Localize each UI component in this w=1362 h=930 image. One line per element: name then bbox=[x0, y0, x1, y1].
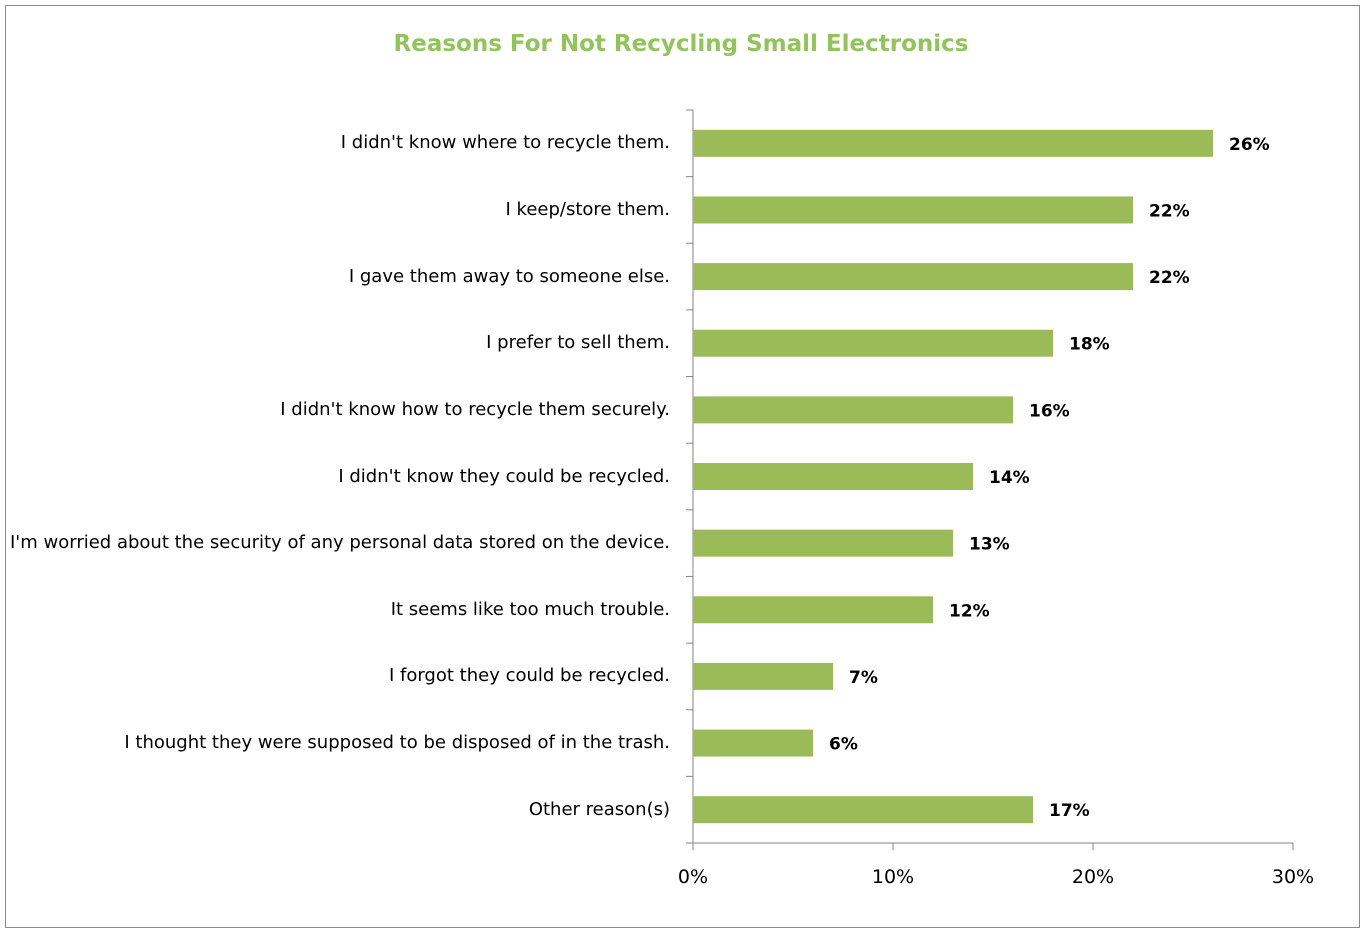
value-axis-tick-label: 20% bbox=[1072, 866, 1114, 888]
bar bbox=[693, 729, 813, 757]
bar-value-label: 12% bbox=[949, 601, 990, 621]
bar-value-label: 13% bbox=[969, 535, 1010, 555]
bar-value-label: 22% bbox=[1149, 201, 1190, 221]
bar bbox=[693, 529, 953, 557]
bar-value-label: 7% bbox=[849, 668, 878, 688]
value-axis-tick-label: 10% bbox=[872, 866, 914, 888]
bar-value-label: 14% bbox=[989, 468, 1030, 488]
value-axis-tick-label: 30% bbox=[1272, 866, 1314, 888]
category-label: It seems like too much trouble. bbox=[390, 598, 670, 620]
bar bbox=[693, 463, 973, 490]
category-label: I didn't know they could be recycled. bbox=[338, 465, 670, 487]
bar bbox=[693, 662, 833, 690]
bar-value-label: 22% bbox=[1149, 268, 1190, 288]
bar-value-label: 16% bbox=[1029, 401, 1070, 421]
category-label: Other reason(s) bbox=[528, 798, 670, 820]
chart-frame bbox=[5, 5, 1360, 928]
value-axis-tick-label: 0% bbox=[678, 866, 708, 888]
category-label: I'm worried about the security of any pe… bbox=[10, 532, 670, 554]
bar bbox=[693, 596, 933, 624]
category-label: I prefer to sell them. bbox=[486, 332, 670, 354]
bar-value-label: 17% bbox=[1049, 801, 1090, 821]
bar bbox=[693, 329, 1053, 357]
chart-title: Reasons For Not Recycling Small Electron… bbox=[393, 31, 969, 57]
bar bbox=[693, 263, 1133, 291]
bar-value-label: 26% bbox=[1229, 135, 1270, 155]
category-label: I gave them away to someone else. bbox=[348, 265, 670, 287]
bar bbox=[693, 396, 1013, 424]
bar-value-label: 6% bbox=[829, 735, 858, 755]
bar-value-label: 18% bbox=[1069, 335, 1110, 355]
bar bbox=[693, 129, 1213, 157]
category-label: I keep/store them. bbox=[505, 198, 671, 220]
category-label: I didn't know where to recycle them. bbox=[340, 132, 670, 154]
category-label: I didn't know how to recycle them secure… bbox=[280, 398, 670, 420]
category-label: I forgot they could be recycled. bbox=[388, 665, 670, 687]
bar bbox=[693, 196, 1133, 224]
bar bbox=[693, 796, 1033, 824]
category-label: I thought they were supposed to be dispo… bbox=[124, 732, 670, 754]
